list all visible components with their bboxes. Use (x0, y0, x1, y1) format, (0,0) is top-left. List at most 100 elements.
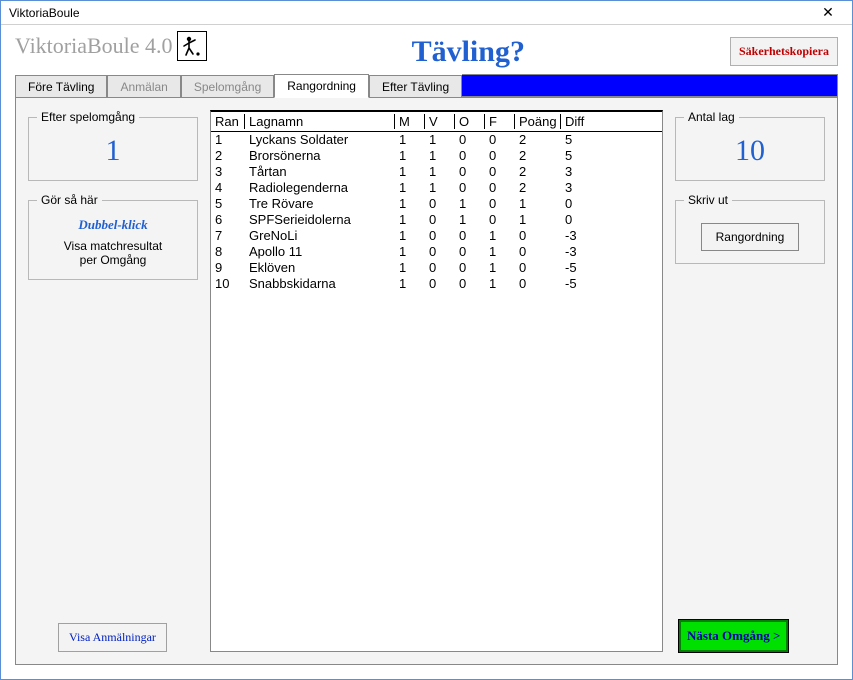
cell-v: 0 (425, 244, 455, 260)
cell-p: 2 (515, 148, 561, 164)
cell-p: 0 (515, 228, 561, 244)
cell-m: 1 (395, 164, 425, 180)
next-round-button[interactable]: Nästa Omgång > (679, 620, 788, 652)
cell-rank: 7 (211, 228, 245, 244)
cell-name: Snabbskidarna (245, 276, 395, 292)
cell-f: 1 (485, 228, 515, 244)
cell-p: 1 (515, 212, 561, 228)
cell-name: SPFSerieidolerna (245, 212, 395, 228)
cell-rank: 3 (211, 164, 245, 180)
cell-p: 0 (515, 276, 561, 292)
table-row[interactable]: 9Eklöven10010-5 (211, 260, 662, 276)
help-title: Dubbel-klick (37, 217, 189, 233)
brand: ViktoriaBoule 4.0 (15, 31, 207, 61)
right-bottom: Nästa Omgång > (675, 620, 825, 652)
cell-v: 1 (425, 164, 455, 180)
tab-round[interactable]: Spelomgång (181, 75, 274, 98)
cell-o: 0 (455, 132, 485, 148)
cell-rank: 8 (211, 244, 245, 260)
ranking-table: Ran Lagnamn M V O F Poäng Diff 1Lyckans … (210, 110, 663, 652)
cell-o: 0 (455, 148, 485, 164)
after-round-value: 1 (37, 134, 189, 168)
cell-d: -5 (561, 276, 607, 292)
cell-v: 1 (425, 180, 455, 196)
cell-f: 0 (485, 196, 515, 212)
cell-m: 1 (395, 276, 425, 292)
print-ranking-button[interactable]: Rangordning (701, 223, 800, 251)
cell-m: 1 (395, 148, 425, 164)
cell-v: 1 (425, 132, 455, 148)
app-window: ViktoriaBoule ✕ ViktoriaBoule 4.0 Tävlin… (0, 0, 853, 680)
team-count-value: 10 (684, 134, 816, 168)
cell-d: -3 (561, 228, 607, 244)
cell-d: 3 (561, 180, 607, 196)
cell-rank: 4 (211, 180, 245, 196)
tab-after[interactable]: Efter Tävling (369, 75, 462, 98)
table-row[interactable]: 8Apollo 1110010-3 (211, 244, 662, 260)
cell-m: 1 (395, 212, 425, 228)
table-body: 1Lyckans Soldater1100252Brorsönerna11002… (211, 132, 662, 292)
cell-rank: 5 (211, 196, 245, 212)
cell-rank: 2 (211, 148, 245, 164)
team-count-box: Antal lag 10 (675, 110, 825, 181)
print-label: Skriv ut (684, 193, 732, 207)
backup-button[interactable]: Säkerhetskopiera (730, 37, 838, 66)
table-row[interactable]: 5Tre Rövare101010 (211, 196, 662, 212)
table-row[interactable]: 1Lyckans Soldater110025 (211, 132, 662, 148)
cell-name: Eklöven (245, 260, 395, 276)
table-row[interactable]: 10Snabbskidarna10010-5 (211, 276, 662, 292)
tab-register[interactable]: Anmälan (107, 75, 180, 98)
after-round-box: Efter spelomgång 1 (28, 110, 198, 181)
table-row[interactable]: 3Tårtan110023 (211, 164, 662, 180)
help-line1: Visa matchresultat (37, 239, 189, 253)
cell-f: 1 (485, 276, 515, 292)
table-row[interactable]: 6SPFSerieidolerna101010 (211, 212, 662, 228)
titlebar: ViktoriaBoule ✕ (1, 1, 852, 25)
table-row[interactable]: 7GreNoLi10010-3 (211, 228, 662, 244)
cell-p: 0 (515, 260, 561, 276)
help-box: Gör så här Dubbel-klick Visa matchresult… (28, 193, 198, 280)
cell-d: 5 (561, 132, 607, 148)
cell-o: 0 (455, 228, 485, 244)
help-label: Gör så här (37, 193, 102, 207)
cell-o: 1 (455, 196, 485, 212)
cell-v: 0 (425, 260, 455, 276)
cell-rank: 10 (211, 276, 245, 292)
col-m: M (395, 114, 425, 129)
show-registrations-button[interactable]: Visa Anmälningar (58, 623, 167, 652)
tab-before[interactable]: Före Tävling (15, 75, 107, 98)
cell-f: 0 (485, 148, 515, 164)
cell-rank: 6 (211, 212, 245, 228)
cell-name: Apollo 11 (245, 244, 395, 260)
cell-name: Radiolegenderna (245, 180, 395, 196)
cell-p: 0 (515, 244, 561, 260)
close-icon[interactable]: ✕ (808, 2, 848, 24)
cell-p: 2 (515, 132, 561, 148)
cell-m: 1 (395, 244, 425, 260)
table-header: Ran Lagnamn M V O F Poäng Diff (211, 112, 662, 132)
help-line2: per Omgång (37, 253, 189, 267)
team-count-label: Antal lag (684, 110, 739, 124)
cell-name: Brorsönerna (245, 148, 395, 164)
cell-m: 1 (395, 228, 425, 244)
boule-player-icon (177, 31, 207, 61)
cell-name: GreNoLi (245, 228, 395, 244)
brand-text: ViktoriaBoule 4.0 (15, 33, 173, 59)
col-f: F (485, 114, 515, 129)
cell-d: 0 (561, 212, 607, 228)
cell-rank: 9 (211, 260, 245, 276)
col-p: Poäng (515, 114, 561, 129)
cell-m: 1 (395, 260, 425, 276)
col-name: Lagnamn (245, 114, 395, 129)
table-row[interactable]: 2Brorsönerna110025 (211, 148, 662, 164)
left-column: Efter spelomgång 1 Gör så här Dubbel-kli… (28, 110, 198, 652)
tab-filler (462, 74, 838, 97)
tab-rank[interactable]: Rangordning (274, 74, 369, 98)
cell-p: 2 (515, 164, 561, 180)
col-v: V (425, 114, 455, 129)
cell-f: 1 (485, 244, 515, 260)
cell-name: Tårtan (245, 164, 395, 180)
table-row[interactable]: 4Radiolegenderna110023 (211, 180, 662, 196)
window-title: ViktoriaBoule (9, 6, 80, 20)
cell-d: 0 (561, 196, 607, 212)
